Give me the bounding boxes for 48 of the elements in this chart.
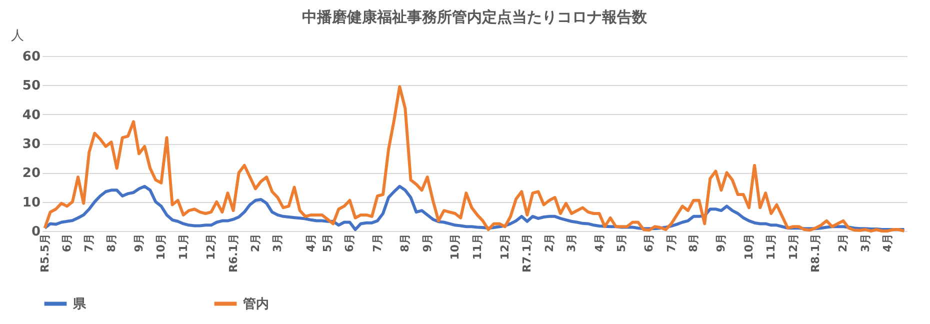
x-tick-label: 8月 <box>398 234 412 252</box>
x-tick-label: 10月 <box>448 234 462 260</box>
x-tick-label: 6月 <box>60 234 74 252</box>
x-tick-label: 3月 <box>565 234 578 252</box>
x-tick-label: 2月 <box>542 234 556 252</box>
x-tick-label: 5月 <box>321 234 334 252</box>
y-tick-label: 60 <box>22 50 40 64</box>
x-tick-label: 10月 <box>742 234 756 260</box>
x-tick-label: 11月 <box>470 234 484 260</box>
x-tick-label: 5月 <box>614 234 628 252</box>
x-tick-label: 8月 <box>687 234 700 252</box>
y-axis-title: 人 <box>11 28 24 44</box>
x-tick-label: 9月 <box>420 234 434 252</box>
x-tick-label: 7月 <box>664 234 678 252</box>
y-tick-label: 50 <box>22 78 40 94</box>
x-tick-label: 6月 <box>642 234 656 252</box>
x-tick-label: 8月 <box>104 234 118 252</box>
x-tick-label: R5.5月 <box>38 234 52 272</box>
y-tick-label: 10 <box>22 195 40 210</box>
x-tick-label: 7月 <box>370 234 384 252</box>
x-tick-label: R7.1月 <box>520 234 534 272</box>
chart-title: 中播磨健康福祉事務所管内定点当たりコロナ報告数 <box>302 8 648 26</box>
legend-label: 県 <box>72 296 87 312</box>
x-tick-label: 2月 <box>248 234 262 252</box>
x-tick-label: 9月 <box>132 234 146 252</box>
x-tick-label: 7月 <box>82 234 96 252</box>
x-tick-label: 3月 <box>858 234 872 252</box>
x-tick-label: 4月 <box>592 234 606 252</box>
x-tick-label: 6月 <box>343 234 356 252</box>
x-tick-label: 9月 <box>714 234 728 252</box>
x-tick-label: 12月 <box>498 234 512 260</box>
x-tick-label: R6.1月 <box>226 234 240 272</box>
x-tick-label: 12月 <box>204 234 218 260</box>
x-tick-label: 11月 <box>764 234 778 260</box>
x-tick-label: 11月 <box>176 234 190 260</box>
y-tick-label: 40 <box>22 108 40 123</box>
legend-label: 管内 <box>242 296 269 312</box>
x-tick-label: 2月 <box>836 234 850 252</box>
x-tick-label: R8.1月 <box>809 234 822 272</box>
x-tick-label: 3月 <box>271 234 284 252</box>
y-tick-label: 20 <box>22 166 40 182</box>
x-tick-label: 10月 <box>154 234 168 260</box>
x-tick-label: 12月 <box>786 234 800 260</box>
y-tick-label: 30 <box>22 137 40 152</box>
x-tick-label: 4月 <box>881 234 894 252</box>
y-tick-label: 0 <box>31 224 40 240</box>
line-series <box>43 85 906 232</box>
x-tick-label: 4月 <box>304 234 318 252</box>
